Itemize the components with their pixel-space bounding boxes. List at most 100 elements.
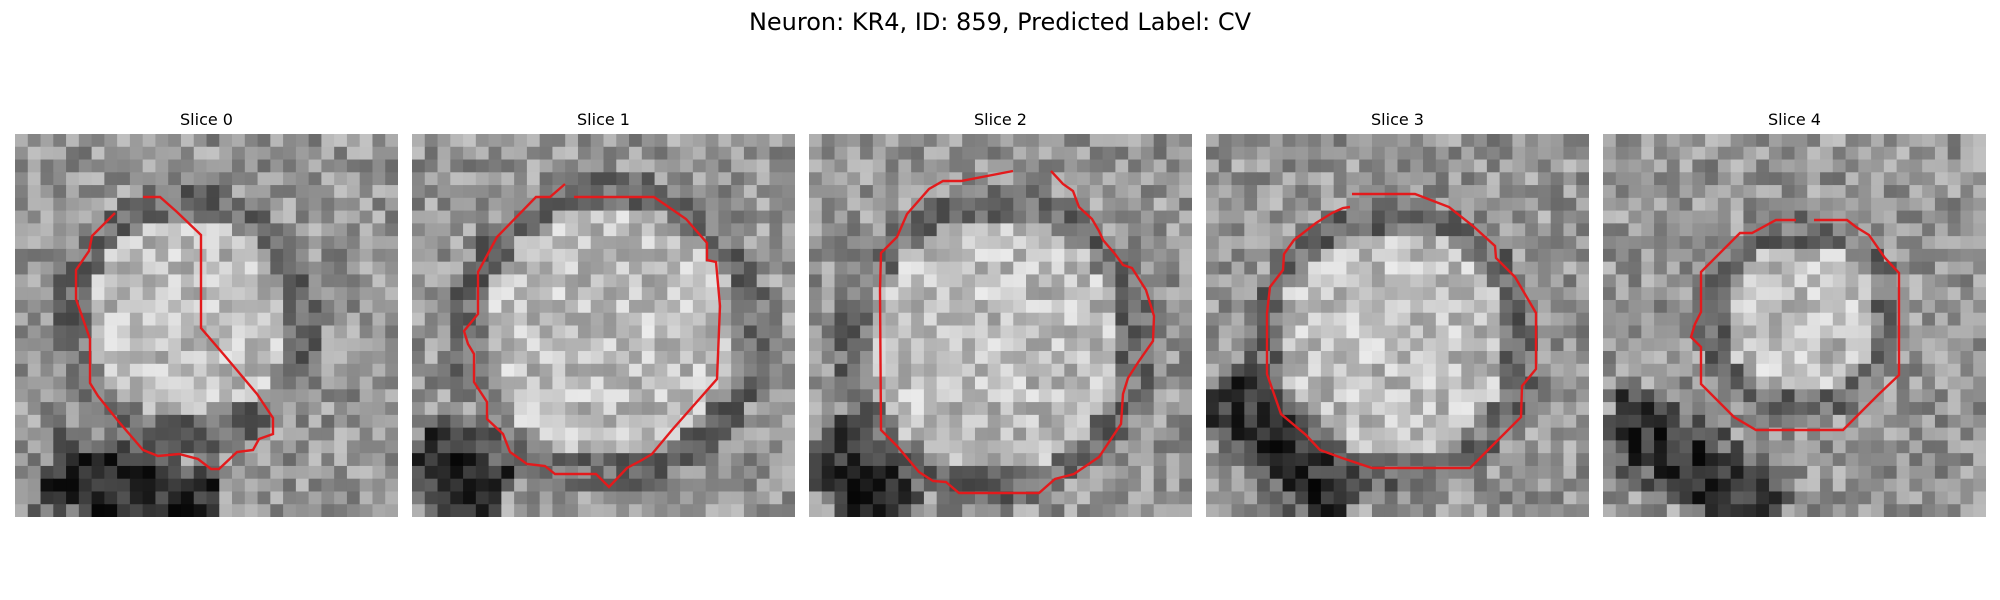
pixel bbox=[565, 248, 579, 263]
pixel bbox=[1410, 134, 1424, 148]
pixel bbox=[1166, 440, 1180, 454]
pixel bbox=[168, 453, 182, 467]
pixel bbox=[1756, 261, 1770, 276]
pixel bbox=[1973, 465, 1986, 480]
pixel bbox=[437, 172, 451, 186]
pixel bbox=[898, 236, 912, 250]
pixel bbox=[1038, 465, 1053, 480]
pixel bbox=[270, 223, 284, 237]
pixel bbox=[872, 478, 887, 493]
pixel bbox=[987, 440, 1002, 454]
pixel bbox=[1064, 453, 1078, 467]
pixel bbox=[1308, 299, 1322, 314]
pixel bbox=[577, 389, 592, 403]
pixel bbox=[1244, 197, 1258, 212]
pixel bbox=[1013, 389, 1027, 403]
pixel bbox=[1140, 414, 1155, 429]
pixel bbox=[1934, 210, 1949, 224]
pixel bbox=[1257, 504, 1271, 517]
pixel bbox=[1384, 325, 1399, 339]
pixel bbox=[629, 159, 643, 173]
pixel bbox=[821, 504, 836, 517]
pixel bbox=[15, 453, 29, 467]
pixel bbox=[334, 427, 348, 441]
pixel bbox=[641, 376, 656, 390]
pixel bbox=[1730, 325, 1745, 339]
pixel bbox=[1858, 274, 1872, 288]
pixel bbox=[346, 453, 361, 467]
pixel bbox=[308, 325, 322, 339]
pixel bbox=[756, 159, 771, 173]
pixel bbox=[834, 210, 848, 224]
pixel bbox=[1140, 248, 1155, 263]
pixel bbox=[1179, 325, 1192, 339]
pixel bbox=[1218, 427, 1233, 441]
pixel bbox=[1794, 504, 1808, 517]
pixel bbox=[1257, 414, 1271, 429]
pixel bbox=[1359, 376, 1373, 390]
pixel bbox=[1705, 223, 1719, 237]
pixel bbox=[552, 491, 566, 505]
pixel bbox=[1371, 453, 1386, 467]
pixel bbox=[142, 363, 157, 378]
pixel bbox=[526, 146, 541, 161]
pixel bbox=[1615, 402, 1630, 416]
pixel bbox=[463, 389, 477, 403]
pixel bbox=[769, 338, 783, 352]
pixel bbox=[1756, 351, 1770, 365]
pixel bbox=[962, 465, 976, 480]
pixel bbox=[308, 299, 322, 314]
pixel bbox=[1397, 185, 1411, 199]
pixel bbox=[705, 299, 719, 314]
pixel bbox=[308, 478, 322, 493]
pixel bbox=[680, 338, 694, 352]
pixel bbox=[1960, 478, 1974, 493]
pixel bbox=[104, 261, 118, 276]
pixel bbox=[1550, 351, 1565, 365]
pixel bbox=[962, 363, 976, 378]
pixel bbox=[1359, 389, 1373, 403]
pixel bbox=[295, 504, 310, 517]
pixel bbox=[1435, 351, 1450, 365]
pixel bbox=[1371, 491, 1386, 505]
pixel bbox=[1537, 414, 1552, 429]
pixel bbox=[769, 389, 783, 403]
pixel bbox=[1257, 287, 1271, 301]
pixel bbox=[168, 223, 182, 237]
pixel bbox=[91, 172, 105, 186]
pixel bbox=[1384, 299, 1399, 314]
pixel bbox=[1115, 453, 1129, 467]
pixel bbox=[206, 402, 220, 416]
pixel bbox=[1423, 491, 1437, 505]
pixel bbox=[949, 146, 963, 161]
pixel bbox=[1474, 248, 1488, 263]
pixel bbox=[1013, 504, 1027, 517]
pixel bbox=[1730, 312, 1745, 327]
pixel bbox=[1845, 274, 1859, 288]
pixel bbox=[1153, 478, 1168, 493]
pixel bbox=[1922, 248, 1936, 263]
pixel bbox=[1666, 504, 1681, 517]
pixel bbox=[412, 197, 426, 212]
pixel bbox=[1756, 376, 1770, 390]
pixel bbox=[949, 376, 963, 390]
pixel bbox=[769, 325, 783, 339]
pixel bbox=[1794, 402, 1808, 416]
pixel bbox=[232, 159, 246, 173]
pixel bbox=[731, 197, 745, 212]
pixel bbox=[1705, 504, 1719, 517]
pixel bbox=[206, 440, 220, 454]
pixel bbox=[526, 363, 541, 378]
pixel bbox=[1051, 465, 1065, 480]
pixel bbox=[91, 210, 105, 224]
pixel bbox=[1026, 504, 1040, 517]
pixel bbox=[629, 351, 643, 365]
pixel bbox=[1244, 491, 1258, 505]
pixel bbox=[1654, 440, 1668, 454]
pixel bbox=[898, 478, 912, 493]
pixel bbox=[180, 248, 195, 263]
pixel bbox=[168, 414, 182, 429]
pixel bbox=[129, 363, 144, 378]
pixel bbox=[40, 146, 54, 161]
pixel bbox=[1013, 465, 1027, 480]
